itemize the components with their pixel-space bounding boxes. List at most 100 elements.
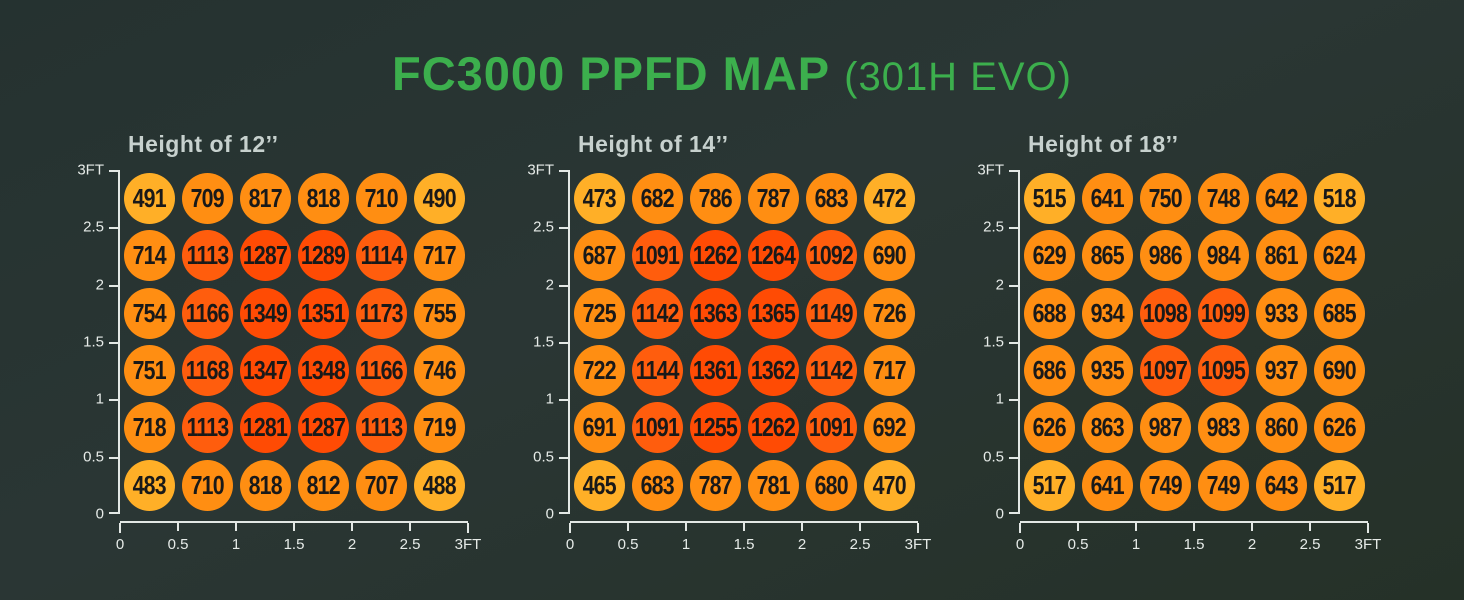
ppfd-cell: 472 [863, 173, 915, 225]
ppfd-value: 986 [1148, 240, 1182, 271]
chart-title: Height of 14’’ [578, 131, 729, 157]
charts-row: Height of 12’’ 491 709 817 818 710 490 714 1113 1… [0, 101, 1464, 553]
ppfd-cell: 1262 [747, 402, 799, 454]
ppfd-cell: 1092 [805, 230, 857, 282]
ppfd-cell: 863 [1081, 402, 1133, 454]
y-axis-label: 3FT [977, 161, 1004, 179]
ppfd-value: 1149 [809, 297, 854, 328]
x-axis-label: 0.5 [167, 536, 189, 553]
x-axis-tick [351, 523, 353, 531]
ppfd-cell: 1113 [355, 402, 407, 454]
y-axis-tick [1009, 170, 1018, 172]
ppfd-value: 470 [872, 469, 906, 500]
ppfd-cell: 465 [573, 459, 625, 511]
ppfd-cell: 1091 [805, 402, 857, 454]
ppfd-cell: 1113 [181, 402, 233, 454]
ppfd-cell: 690 [1313, 345, 1365, 397]
ppfd-value: 472 [872, 183, 906, 214]
ppfd-grid: 491 709 817 818 710 490 714 1113 1287 1289 1114 717… [120, 170, 468, 514]
y-axis-label: 0 [995, 505, 1004, 523]
ppfd-value: 685 [1322, 297, 1356, 328]
ppfd-cell: 725 [573, 287, 625, 339]
y-axis-label: 0 [545, 505, 554, 523]
ppfd-value: 786 [698, 183, 732, 214]
ppfd-cell: 749 [1197, 459, 1249, 511]
ppfd-cell: 786 [689, 173, 741, 225]
y-axis-tick [559, 170, 568, 172]
ppfd-chart-18in: Height of 18’’ 515 641 750 748 642 518 629 865 98… [972, 131, 1381, 553]
ppfd-cell: 750 [1139, 173, 1191, 225]
ppfd-value: 1348 [300, 355, 346, 386]
y-axis-tick [1009, 456, 1018, 459]
ppfd-value: 690 [1322, 355, 1356, 386]
x-axis-label: 2 [347, 536, 357, 553]
ppfd-cell: 787 [689, 459, 741, 511]
x-axis-tick [1193, 523, 1195, 531]
ppfd-value: 983 [1206, 412, 1240, 443]
ppfd-cell: 473 [573, 173, 625, 225]
y-axis-label: 2 [545, 276, 554, 294]
x-axis-tick [409, 523, 411, 531]
ppfd-cell: 1264 [747, 230, 799, 282]
x-axis-label: 0 [565, 536, 575, 553]
ppfd-value: 707 [364, 469, 398, 500]
plot-area: 491 709 817 818 710 490 714 1113 1287 1289 1114 717… [77, 162, 468, 522]
y-axis-label: 2.5 [533, 218, 554, 236]
ppfd-grid: 473 682 786 787 683 472 687 1091 1262 1264 1092 690… [570, 170, 918, 514]
ppfd-value: 465 [582, 469, 616, 500]
ppfd-value: 687 [582, 240, 616, 271]
ppfd-cell: 1142 [631, 287, 683, 339]
ppfd-value: 1168 [185, 355, 230, 386]
x-axis-tick [1309, 523, 1311, 531]
ppfd-cell: 781 [747, 459, 799, 511]
ppfd-value: 1347 [242, 355, 288, 386]
x-axis-tick [743, 523, 745, 531]
x-axis-label: 3FT [904, 536, 932, 553]
y-axis-label: 1 [545, 390, 554, 408]
ppfd-cell: 1255 [689, 402, 741, 454]
ppfd-value: 987 [1148, 412, 1182, 443]
ppfd-chart-12in: Height of 12’’ 491 709 817 818 710 490 714 1113 1… [72, 131, 481, 553]
ppfd-cell: 686 [1023, 345, 1075, 397]
ppfd-value: 935 [1090, 355, 1124, 386]
ppfd-value: 690 [872, 240, 906, 271]
ppfd-value: 1113 [360, 412, 403, 443]
y-axis-tick [559, 511, 568, 514]
y-axis-tick [109, 341, 118, 344]
ppfd-value: 691 [582, 412, 616, 443]
ppfd-cell: 1347 [239, 345, 291, 397]
ppfd-value: 710 [190, 469, 224, 500]
ppfd-cell: 983 [1197, 402, 1249, 454]
x-axis-tick [1251, 523, 1253, 531]
ppfd-value: 1361 [692, 355, 738, 386]
ppfd-value: 1097 [1142, 355, 1188, 386]
x-axis-label: 0.5 [1067, 536, 1089, 553]
x-axis-tick [1077, 523, 1079, 531]
ppfd-value: 934 [1090, 297, 1124, 328]
ppfd-cell: 984 [1197, 230, 1249, 282]
ppfd-cell: 1348 [297, 345, 349, 397]
x-axis: 0 0.5 1 1.5 2 2.5 3FT [116, 521, 481, 553]
ppfd-cell: 934 [1081, 287, 1133, 339]
ppfd-value: 683 [814, 183, 848, 214]
ppfd-cell: 1173 [355, 287, 407, 339]
ppfd-cell: 687 [573, 230, 625, 282]
ppfd-cell: 629 [1023, 230, 1075, 282]
y-axis-label: 0.5 [983, 448, 1004, 466]
ppfd-cell: 682 [631, 173, 683, 225]
ppfd-cell: 751 [123, 345, 175, 397]
y-axis-tick [559, 456, 568, 459]
ppfd-value: 714 [132, 240, 166, 271]
ppfd-cell: 490 [413, 173, 465, 225]
page-title: FC3000 PPFD MAP [392, 47, 831, 100]
ppfd-value: 1113 [186, 240, 229, 271]
ppfd-value: 861 [1264, 240, 1298, 271]
ppfd-value: 710 [364, 183, 398, 214]
ppfd-cell: 642 [1255, 173, 1307, 225]
ppfd-cell: 641 [1081, 459, 1133, 511]
ppfd-value: 686 [1032, 355, 1066, 386]
ppfd-cell: 518 [1313, 173, 1365, 225]
ppfd-value: 518 [1322, 183, 1356, 214]
y-axis-tick [109, 227, 118, 230]
ppfd-cell: 685 [1313, 287, 1365, 339]
